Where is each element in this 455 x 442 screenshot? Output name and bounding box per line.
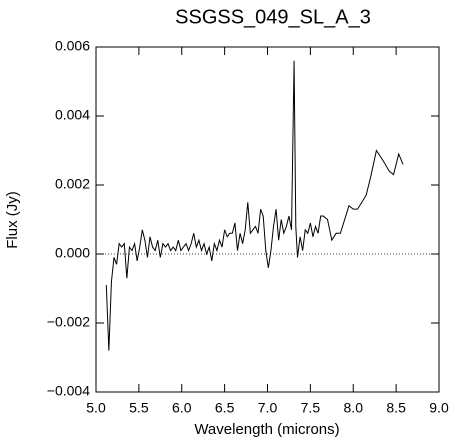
x-tick-label: 7.0 xyxy=(258,400,278,416)
x-tick-label: 8.5 xyxy=(386,400,406,416)
y-tick-label: 0.000 xyxy=(55,245,90,261)
x-axis-label: Wavelength (microns) xyxy=(194,421,339,438)
x-tick-label: 9.0 xyxy=(429,400,449,416)
x-tick-label: 6.0 xyxy=(172,400,192,416)
chart-title: SSGSS_049_SL_A_3 xyxy=(175,6,371,28)
x-tick-label: 5.5 xyxy=(129,400,149,416)
y-tick-label: 0.006 xyxy=(55,38,90,54)
x-tick-label: 6.5 xyxy=(215,400,235,416)
y-tick-label: −0.002 xyxy=(47,314,90,330)
y-tick-label: −0.004 xyxy=(47,383,90,399)
spectrum-line xyxy=(105,60,404,351)
x-tick-label: 5.0 xyxy=(86,400,106,416)
x-tick-label: 7.5 xyxy=(301,400,321,416)
y-axis-label: Flux (Jy) xyxy=(4,191,21,249)
y-tick-label: 0.004 xyxy=(55,107,90,123)
y-tick-label: 0.002 xyxy=(55,176,90,192)
plot-frame xyxy=(95,46,440,393)
x-tick-label: 8.0 xyxy=(344,400,364,416)
